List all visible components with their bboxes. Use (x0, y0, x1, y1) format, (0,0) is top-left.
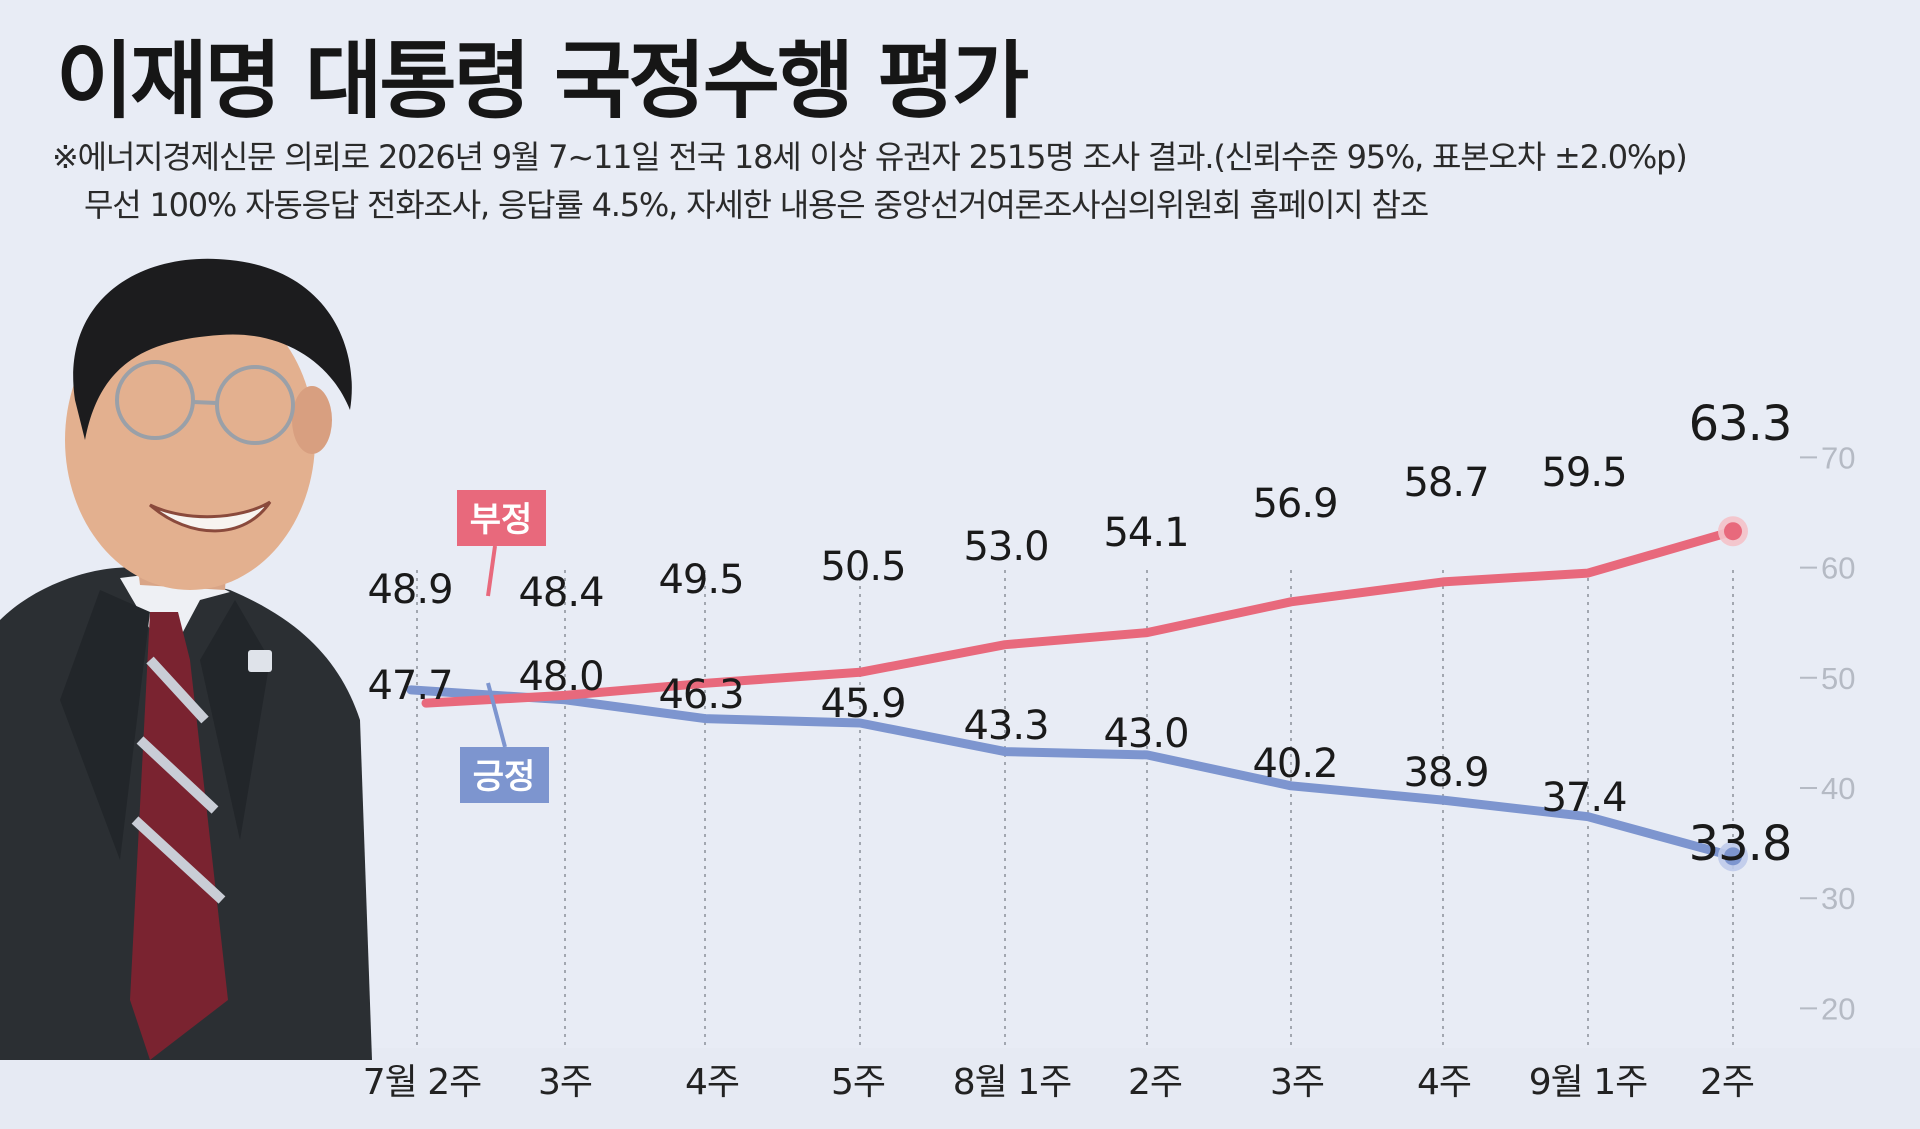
data-label-bottom-2: 46.3 (658, 672, 743, 718)
x-tick-label-9: 2주 (1700, 1062, 1754, 1103)
page-title: 이재명 대통령 국정수행 평가 (56, 32, 1029, 130)
y-axis: 70 60 50 40 30 20 (1800, 440, 1855, 1026)
legend-negative-label: 부정 (470, 500, 533, 540)
data-label-top-6: 56.9 (1252, 481, 1337, 527)
series-line-positive (406, 685, 1738, 861)
data-label-bottom-9: 33.8 (1689, 816, 1792, 872)
survey-note-line-1: ※에너지경제신문 의뢰로 2026년 9월 7~11일 전국 18세 이상 유권… (52, 138, 1688, 176)
data-label-bottom-6: 40.2 (1252, 741, 1337, 787)
series-line-negative (421, 526, 1738, 708)
chart-series (406, 516, 1748, 872)
x-tick-label-7: 4주 (1417, 1062, 1471, 1103)
x-tick-label-5: 2주 (1128, 1062, 1182, 1103)
x-axis: 7월 2주 3주 4주 5주 8월 1주 2주 3주 4주 9월 1주 2주 (363, 1062, 1755, 1103)
data-label-top-4: 53.0 (963, 524, 1048, 570)
x-tick-label-3: 5주 (831, 1062, 885, 1103)
x-tick-label-1: 3주 (538, 1062, 592, 1103)
data-label-bottom-5: 43.0 (1103, 711, 1188, 757)
data-label-bottom-7: 38.9 (1403, 750, 1488, 796)
data-label-top-9: 63.3 (1689, 396, 1792, 452)
y-tick-label-40: 40 (1821, 771, 1855, 806)
legend-positive-pointer (486, 682, 507, 748)
data-label-bottom-1: 48.0 (518, 654, 603, 700)
x-axis-band (0, 1048, 1920, 1129)
x-tick-label-0: 7월 2주 (363, 1062, 482, 1103)
y-tick-label-70: 70 (1821, 440, 1855, 475)
x-tick-label-8: 9월 1주 (1529, 1062, 1648, 1103)
negative-end-marker (1724, 522, 1742, 541)
data-label-top-0: 48.9 (367, 567, 452, 613)
data-label-top-7: 58.7 (1403, 460, 1488, 506)
data-label-top-1: 48.4 (518, 570, 603, 616)
data-label-bottom-4: 43.3 (963, 703, 1048, 749)
legend-negative-box (457, 490, 546, 546)
x-tick-label-4: 8월 1주 (953, 1062, 1072, 1103)
president-photo (0, 258, 372, 1060)
survey-note-line-2: 무선 100% 자동응답 전화조사, 응답률 4.5%, 자세한 내용은 중앙선… (84, 186, 1429, 224)
positive-end-marker (1724, 847, 1742, 866)
y-tick-label-50: 50 (1821, 661, 1855, 696)
data-label-bottom-0: 47.7 (367, 663, 452, 709)
y-tick-label-30: 30 (1821, 881, 1855, 916)
data-label-top-2: 49.5 (658, 557, 743, 603)
y-tick-label-20: 20 (1821, 991, 1855, 1026)
data-label-top-3: 50.5 (820, 544, 905, 590)
x-tick-label-2: 4주 (685, 1062, 739, 1103)
legend-positive-label: 긍정 (473, 757, 536, 797)
y-tick-label-60: 60 (1821, 551, 1855, 586)
data-label-top-8: 59.5 (1541, 450, 1626, 496)
legend-negative-pointer (486, 545, 497, 597)
data-label-top-5: 54.1 (1103, 510, 1188, 556)
x-tick-label-6: 3주 (1270, 1062, 1324, 1103)
chart-data-labels: 48.9 47.7 48.4 48.0 49.5 46.3 50.5 45.9 53.0 43.3… (367, 396, 1792, 872)
legend-positive-box (460, 747, 549, 803)
data-label-bottom-3: 45.9 (820, 681, 905, 727)
data-label-bottom-8: 37.4 (1541, 775, 1626, 821)
